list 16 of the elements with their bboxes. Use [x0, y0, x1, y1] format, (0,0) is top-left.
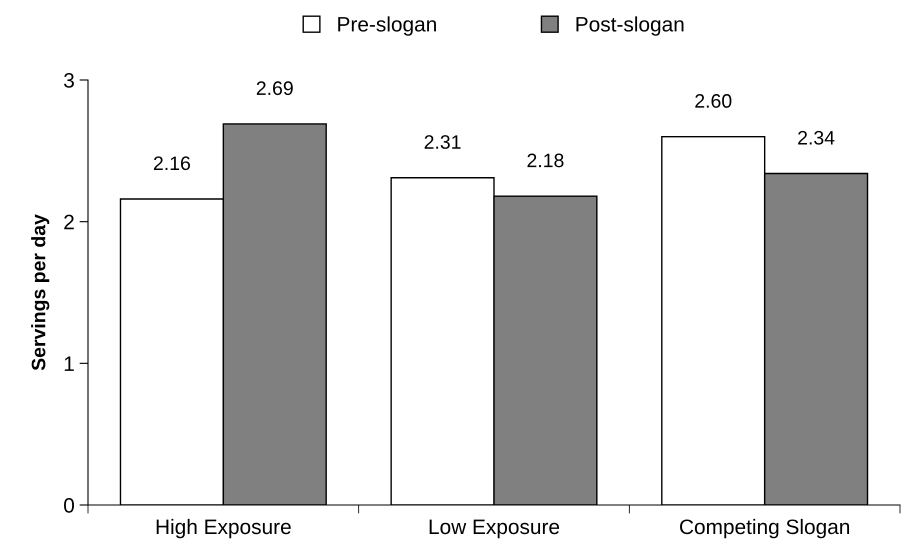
legend-label: Post-slogan	[576, 16, 684, 36]
y-axis-title: Servings per day	[31, 214, 50, 370]
x-tick-label: High Exposure	[156, 518, 291, 538]
x-tick-label: Competing Slogan	[680, 518, 850, 538]
data-label: 2.16	[154, 156, 190, 170]
data-label: 2.69	[256, 81, 293, 96]
y-tick-label: 0	[64, 498, 74, 513]
y-tick-label: 2	[64, 214, 74, 230]
data-label: 2.34	[798, 130, 834, 145]
y-tick-label: 1	[64, 356, 74, 371]
legend-label: Pre-slogan	[338, 16, 436, 36]
y-tick-label: 3	[64, 73, 74, 88]
x-tick-label: Low Exposure	[430, 520, 560, 538]
data-label: 2.18	[527, 154, 564, 168]
data-label: 2.60	[695, 94, 732, 108]
data-label: 2.31	[424, 135, 461, 149]
